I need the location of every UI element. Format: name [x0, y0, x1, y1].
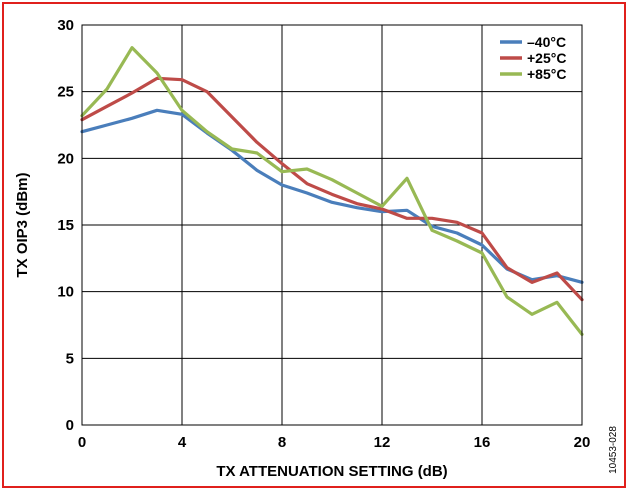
y-tick-label: 0	[66, 417, 74, 434]
series-lines	[80, 46, 584, 336]
series-line-2	[80, 76, 584, 302]
legend-label: +85°C	[527, 66, 566, 82]
x-tick-label: 8	[278, 434, 286, 451]
x-tick-label: 12	[374, 434, 391, 451]
y-tick-label: 5	[66, 350, 74, 367]
legend-label: +25°C	[527, 50, 566, 66]
legend: –40°C+25°C+85°C	[500, 34, 566, 82]
x-tick-label: 20	[574, 434, 591, 451]
y-tick-label: 30	[57, 17, 74, 34]
series-line-3	[80, 46, 584, 336]
chart-frame	[2, 2, 626, 488]
x-tick-label: 16	[474, 434, 491, 451]
x-tick-label: 0	[78, 434, 86, 451]
legend-label: –40°C	[527, 34, 566, 50]
x-tick-label: 4	[178, 434, 187, 451]
y-tick-label: 25	[57, 84, 74, 101]
y-tick-label: 20	[57, 150, 74, 167]
y-tick-label: 15	[57, 217, 74, 234]
grid-lines	[82, 25, 582, 425]
y-axis-title: TX OIP3 (dBm)	[14, 172, 31, 277]
figure-id: 10453-028	[608, 426, 619, 474]
x-axis-title: TX ATTENUATION SETTING (dB)	[216, 463, 447, 480]
plot-border	[81, 24, 583, 426]
x-tick-labels: 0 4 8 12 16 20	[78, 434, 591, 451]
y-tick-labels: 0 5 10 15 20 25 30	[57, 17, 74, 434]
y-tick-label: 10	[57, 284, 74, 301]
series-line-1	[80, 108, 584, 284]
